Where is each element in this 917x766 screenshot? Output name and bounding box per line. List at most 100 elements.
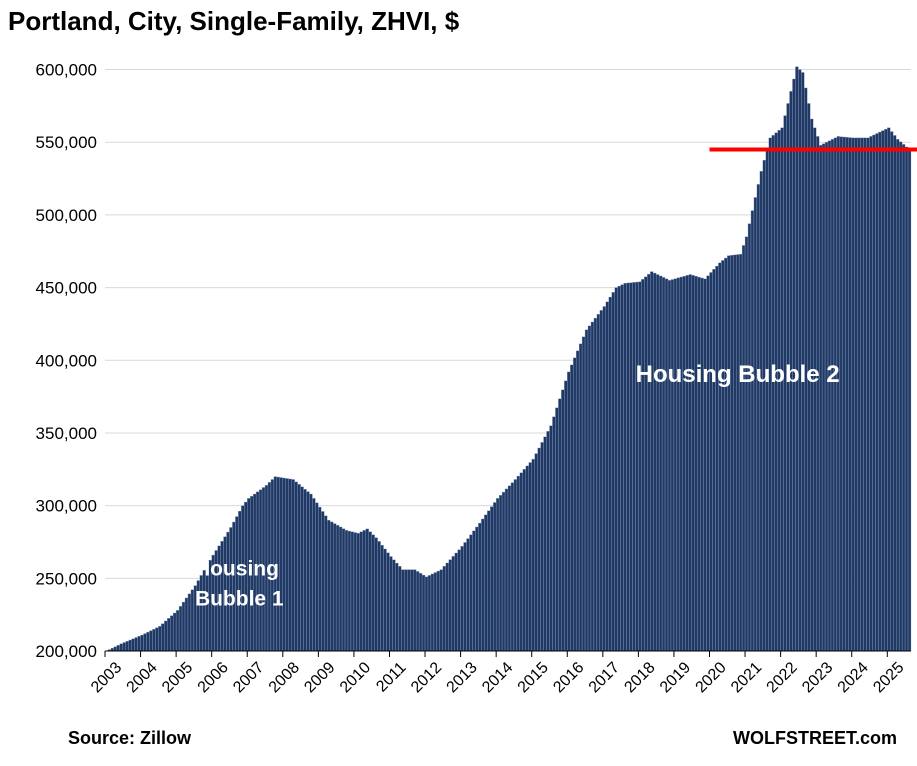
annotation-text: Bubble 1 (195, 587, 284, 610)
bar (682, 275, 686, 652)
bar (738, 253, 743, 652)
y-axis-ticks: 200,000 250,000 300,000 350,000 400,000 450,0… (36, 61, 97, 661)
bar (679, 276, 684, 652)
bar (324, 515, 328, 652)
bar (457, 549, 461, 652)
x-tick-label: 2024 (835, 659, 872, 696)
x-tick-label: 2011 (373, 659, 409, 695)
bar (759, 171, 764, 652)
bar (279, 477, 283, 652)
bar (415, 571, 420, 652)
x-tick-label: 2019 (657, 659, 694, 696)
bar (756, 184, 761, 652)
bar (777, 130, 781, 652)
bar (573, 357, 577, 652)
bar (712, 269, 716, 652)
bar (768, 137, 772, 652)
bar (146, 631, 150, 652)
bar (184, 597, 189, 652)
bar (611, 292, 615, 652)
bar (780, 127, 784, 652)
x-tick-label: 2017 (586, 659, 623, 696)
bar (475, 526, 479, 652)
bar (552, 416, 556, 652)
bar (860, 137, 864, 652)
bar (365, 528, 369, 652)
bar (904, 146, 909, 652)
bar (383, 548, 387, 652)
bar (590, 321, 595, 652)
y-tick-label: 450,000 (36, 279, 97, 298)
y-tick-label: 400,000 (36, 351, 97, 370)
bar (839, 136, 844, 652)
bar (727, 255, 731, 652)
x-tick-label: 2015 (515, 659, 552, 696)
bar (410, 569, 414, 652)
x-tick-label: 2008 (266, 659, 303, 696)
bar (564, 380, 568, 652)
bar (676, 277, 681, 652)
brand-label: WOLFSTREET.com (732, 728, 897, 748)
bar (709, 272, 713, 652)
bar (795, 66, 799, 652)
x-tick-label: 2006 (195, 659, 232, 696)
bar (433, 572, 438, 652)
bar (469, 534, 473, 652)
source-label: Source: Zillow (68, 728, 192, 748)
bar (427, 575, 432, 652)
bar (851, 137, 855, 652)
bar (724, 257, 728, 652)
bar (501, 491, 506, 652)
bar (866, 137, 870, 652)
x-tick-label: 2009 (301, 659, 338, 696)
bar (703, 278, 707, 652)
bar (454, 552, 458, 652)
bar (534, 453, 538, 652)
bar (644, 276, 648, 652)
bar (664, 278, 669, 652)
bar (377, 541, 381, 652)
bar (543, 436, 547, 652)
bar (167, 618, 171, 652)
bar (667, 280, 672, 652)
bar (404, 569, 408, 652)
bar (344, 530, 349, 652)
bar (161, 623, 165, 652)
bar (528, 462, 532, 652)
annotations: Housing Bubble 1 Housing Bubble 2 (195, 361, 840, 610)
bar (152, 629, 156, 652)
bar (285, 478, 289, 652)
bar (445, 562, 449, 652)
bar (830, 139, 835, 652)
bar (178, 606, 183, 652)
bar (661, 277, 666, 652)
bar (495, 498, 500, 652)
bar (617, 285, 621, 652)
bar (347, 530, 352, 652)
x-tick-label: 2004 (124, 659, 161, 696)
x-tick-label: 2010 (337, 659, 374, 696)
bar (125, 641, 129, 652)
bar (869, 136, 873, 652)
bar (507, 485, 512, 652)
bar (413, 569, 417, 652)
bar (484, 514, 488, 652)
bar (460, 546, 464, 652)
bar (706, 275, 710, 652)
bar (901, 144, 906, 652)
bar (510, 482, 515, 652)
bar (282, 477, 286, 652)
x-tick-label: 2018 (621, 659, 658, 696)
y-tick-label: 600,000 (36, 61, 97, 80)
bar (306, 491, 310, 652)
bar (341, 528, 346, 652)
bar (747, 223, 752, 652)
bar (857, 137, 861, 652)
bar (481, 518, 485, 652)
bar (540, 442, 544, 652)
chart-title: Portland, City, Single-Family, ZHVI, $ (8, 6, 460, 36)
bar (113, 646, 118, 652)
bar (887, 127, 891, 652)
